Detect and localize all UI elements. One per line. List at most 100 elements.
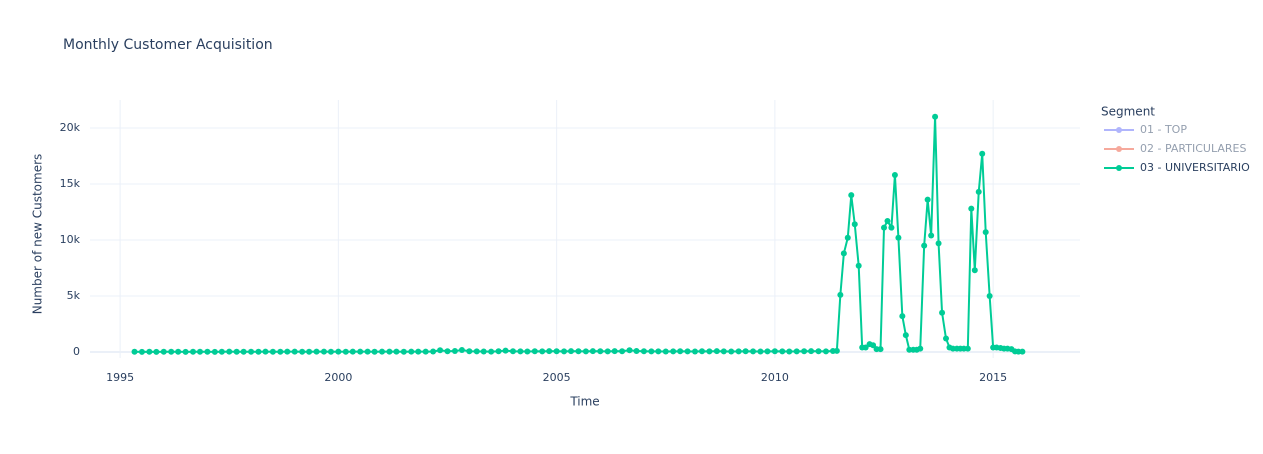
data-point xyxy=(662,348,669,355)
data-point xyxy=(357,348,364,355)
series-line xyxy=(134,116,1023,353)
legend-item[interactable]: 02 - PARTICULARES xyxy=(1104,142,1246,155)
data-point xyxy=(168,348,175,355)
data-point xyxy=(415,348,422,355)
data-point xyxy=(408,348,415,355)
data-point xyxy=(320,348,327,355)
legend-label: 01 - TOP xyxy=(1140,123,1187,136)
data-point xyxy=(837,291,844,298)
legend-item[interactable]: 01 - TOP xyxy=(1104,123,1187,136)
data-point xyxy=(430,348,437,355)
data-point xyxy=(801,348,808,355)
y-tick-label: 5k xyxy=(67,289,81,302)
data-point xyxy=(335,348,342,355)
data-point xyxy=(364,348,371,355)
y-tick-label: 20k xyxy=(60,121,81,134)
data-point xyxy=(611,348,618,355)
data-point xyxy=(862,344,869,351)
data-point xyxy=(924,196,931,203)
data-point xyxy=(844,234,851,241)
data-point xyxy=(902,332,909,339)
data-point xyxy=(655,348,662,355)
data-point xyxy=(764,348,771,355)
chart-title: Monthly Customer Acquisition xyxy=(63,37,273,53)
data-point xyxy=(968,205,975,212)
data-point xyxy=(793,348,800,355)
data-point xyxy=(204,348,211,355)
data-point xyxy=(524,348,531,355)
data-point xyxy=(670,348,677,355)
data-point xyxy=(458,347,465,354)
data-point xyxy=(488,348,495,355)
y-axis-label: Number of new Customers xyxy=(31,154,45,315)
data-point xyxy=(982,229,989,236)
data-point xyxy=(786,348,793,355)
data-point xyxy=(262,348,269,355)
data-point xyxy=(822,348,829,355)
data-point xyxy=(386,348,393,355)
data-point xyxy=(153,348,160,355)
data-point xyxy=(899,313,906,320)
data-point xyxy=(444,348,451,355)
x-tick-label: 2015 xyxy=(979,371,1007,384)
data-point xyxy=(851,221,858,228)
y-tick-label: 10k xyxy=(60,233,81,246)
data-point xyxy=(531,348,538,355)
data-point xyxy=(677,348,684,355)
data-point xyxy=(877,346,884,353)
data-point xyxy=(291,348,298,355)
legend-label: 02 - PARTICULARES xyxy=(1140,142,1246,155)
data-point xyxy=(233,348,240,355)
legend-marker xyxy=(1116,127,1122,133)
data-point xyxy=(299,348,306,355)
data-point xyxy=(284,348,291,355)
data-point xyxy=(306,348,313,355)
data-point xyxy=(160,348,167,355)
data-point xyxy=(211,348,218,355)
data-point xyxy=(619,348,626,355)
y-tick-label: 15k xyxy=(60,177,81,190)
data-point xyxy=(698,348,705,355)
data-point xyxy=(277,348,284,355)
data-point xyxy=(473,348,480,355)
legend-title: Segment xyxy=(1101,105,1155,119)
data-point xyxy=(561,348,568,355)
data-point xyxy=(589,348,596,355)
data-point xyxy=(921,242,928,249)
data-point xyxy=(757,348,764,355)
data-point xyxy=(808,348,815,355)
data-point xyxy=(313,348,320,355)
data-point xyxy=(422,348,429,355)
legend-item[interactable]: 03 - UNIVERSITARIO xyxy=(1104,161,1250,174)
data-point xyxy=(138,348,145,355)
data-point xyxy=(604,348,611,355)
data-point xyxy=(626,347,633,354)
data-point xyxy=(692,348,698,355)
y-tick-label: 0 xyxy=(73,345,80,358)
data-point xyxy=(750,348,757,355)
data-point xyxy=(502,347,509,354)
data-point xyxy=(706,348,713,355)
data-point xyxy=(728,348,735,355)
data-point xyxy=(742,348,749,355)
data-point xyxy=(517,348,524,355)
x-tick-label: 2000 xyxy=(324,371,352,384)
data-point xyxy=(713,348,720,355)
data-point xyxy=(509,348,516,355)
data-point xyxy=(197,348,203,355)
data-point xyxy=(935,240,942,247)
data-point xyxy=(218,348,225,355)
data-point xyxy=(833,347,840,354)
data-point xyxy=(928,232,935,239)
data-point xyxy=(942,335,949,342)
data-point xyxy=(855,262,862,269)
data-point xyxy=(986,292,993,299)
data-point xyxy=(840,250,847,257)
data-point xyxy=(771,348,778,355)
data-point xyxy=(182,348,189,355)
data-point xyxy=(371,348,378,355)
legend-label: 03 - UNIVERSITARIO xyxy=(1140,161,1250,174)
data-point xyxy=(975,188,982,195)
data-point xyxy=(190,348,197,355)
